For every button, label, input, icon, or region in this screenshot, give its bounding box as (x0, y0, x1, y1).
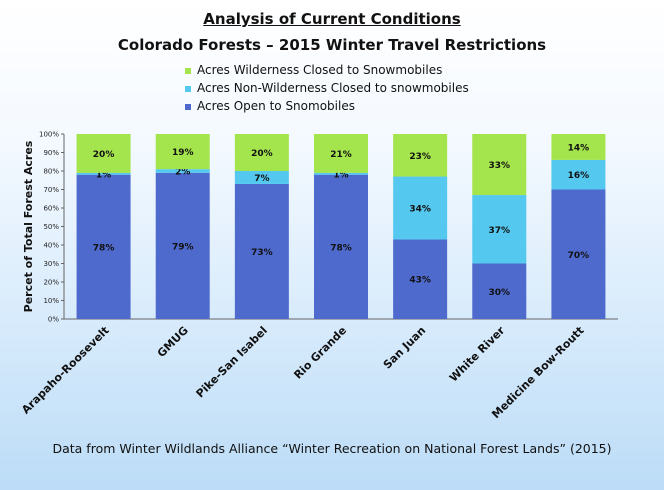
y-tick-label: 80% (43, 168, 59, 176)
bar-segment (76, 174, 131, 319)
data-label: 79% (172, 242, 194, 252)
data-label: 7% (254, 174, 269, 184)
data-label: 16% (568, 171, 590, 181)
y-tick-label: 90% (43, 149, 59, 157)
bar-segment (155, 169, 210, 173)
data-label: 43% (409, 276, 431, 286)
bar-segment (155, 134, 210, 170)
data-label: 34% (409, 205, 431, 215)
data-label: 1% (333, 170, 348, 180)
data-label: 33% (489, 161, 511, 171)
bar-segment (551, 159, 606, 190)
bar-segment (472, 263, 527, 319)
legend-swatch (185, 86, 191, 92)
bar-segment (76, 134, 131, 173)
y-tick-label: 0% (48, 316, 59, 324)
data-label: 23% (409, 152, 431, 162)
x-tick-label: GMUG (155, 324, 191, 360)
legend-label: Acres Non-Wilderness Closed to snowmobil… (197, 81, 469, 95)
bar-segment (393, 176, 448, 240)
bar-segment (393, 134, 448, 177)
chart-title: Analysis of Current Conditions (203, 10, 461, 28)
bar-segment (234, 183, 289, 319)
x-tick-label: White River (447, 324, 508, 385)
bar-segment (551, 134, 606, 160)
y-tick-label: 60% (43, 205, 59, 213)
y-tick-label: 20% (43, 279, 59, 287)
bar-segment (314, 172, 368, 175)
chart-subtitle: Colorado Forests – 2015 Winter Travel Re… (117, 36, 547, 54)
legend-swatch (185, 104, 191, 110)
legend-label: Acres Open to Snomobiles (197, 99, 355, 113)
bar-segment (472, 195, 527, 264)
bar-segment (393, 239, 448, 319)
bar-segment (155, 172, 210, 319)
data-label: 19% (172, 148, 194, 158)
legend-swatch (185, 68, 191, 74)
y-tick-label: 50% (43, 223, 59, 231)
bar-segment (314, 174, 368, 319)
bar-segment (551, 189, 606, 319)
y-tick-label: 70% (43, 186, 59, 194)
data-label: 30% (489, 288, 511, 298)
data-label: 78% (93, 243, 115, 253)
source-note: Data from Winter Wildlands Alliance “Win… (52, 441, 612, 456)
x-tick-label: San Juan (381, 324, 429, 372)
bar-segment (234, 134, 289, 171)
bar-segment (314, 134, 368, 173)
data-label: 14% (568, 143, 590, 153)
bar-segment (76, 172, 131, 175)
data-label: 70% (568, 251, 590, 261)
legend-label: Acres Wilderness Closed to Snowmobiles (197, 63, 442, 77)
bar-segment (234, 171, 289, 184)
data-label: 20% (251, 149, 273, 159)
data-label: 73% (251, 248, 273, 258)
x-tick-label: Medicine Bow-Routt (489, 324, 586, 421)
y-tick-label: 100% (39, 131, 59, 139)
data-label: 1% (96, 170, 111, 180)
y-tick-label: 10% (43, 297, 59, 305)
data-label: 21% (330, 150, 352, 160)
data-label: 2% (175, 168, 190, 178)
x-tick-label: Arapaho-Roosevelt (19, 324, 112, 417)
data-label: 20% (93, 150, 115, 160)
x-tick-label: Pike-San Isabel (194, 324, 270, 400)
y-tick-label: 40% (43, 242, 59, 250)
y-tick-label: 30% (43, 260, 59, 268)
y-axis-label: Percet of Total Forest Acres (22, 140, 35, 312)
data-label: 37% (489, 226, 511, 236)
bar-segment (472, 134, 527, 196)
x-tick-label: Rio Grande (291, 324, 349, 382)
data-label: 78% (330, 243, 352, 253)
